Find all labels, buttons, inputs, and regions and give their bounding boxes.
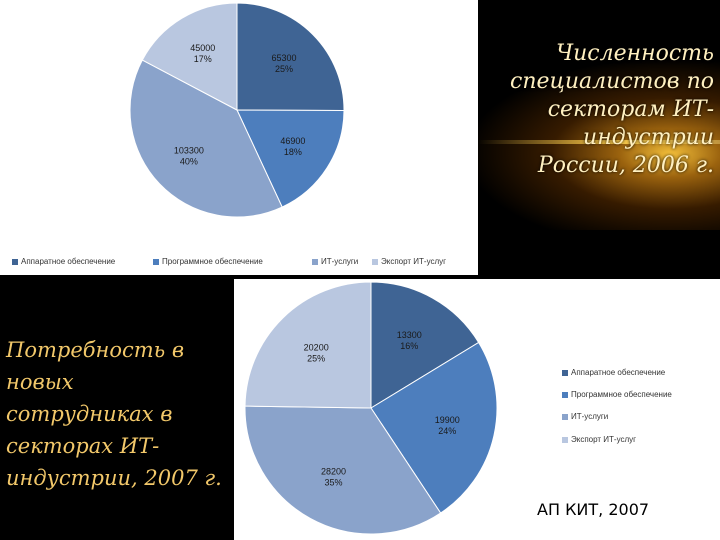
legend-swatch — [312, 258, 318, 265]
slice-percent-label: 25% — [307, 353, 325, 363]
slice-value-label: 13300 — [397, 330, 422, 340]
slice-percent-label: 40% — [180, 157, 198, 167]
chart-panel-2006: 65300 25% 46900 18% 103300 40% 45000 17% Аппара… — [0, 0, 478, 275]
legend-label: ИТ-услуги — [571, 412, 609, 421]
slice-value-label: 46900 — [280, 136, 305, 146]
legend-swatch — [562, 436, 568, 443]
legend-swatch — [562, 413, 568, 420]
legend-item: Аппаратное обеспечение — [562, 368, 665, 377]
pie-slice-it-export — [244, 281, 372, 409]
legend-swatch — [372, 258, 378, 265]
pie-slice-it-services — [244, 405, 442, 535]
legend-item: Экспорт ИТ-услуг — [562, 435, 636, 444]
legend-swatch — [153, 258, 159, 265]
legend-item: Экспорт ИТ-услуг — [372, 257, 446, 266]
slice-value-label: 45000 — [190, 43, 215, 53]
legend-item: ИТ-услуги — [312, 257, 358, 266]
source-label: АП КИТ, 2007 — [537, 500, 650, 519]
pie-slice-hardware — [236, 2, 345, 111]
legend-swatch — [562, 391, 568, 398]
slice-percent-label: 17% — [194, 54, 212, 64]
legend-label: Экспорт ИТ-услуг — [381, 257, 447, 266]
slice-value-label: 19900 — [435, 415, 460, 425]
slice-value-label: 103300 — [174, 146, 204, 156]
background-glow — [470, 60, 720, 230]
legend-label: Экспорт ИТ-услуг — [571, 435, 637, 444]
pie-slice-hardware — [370, 281, 480, 409]
slice-percent-label: 24% — [438, 426, 456, 436]
legend-item: Программное обеспечение — [562, 390, 672, 399]
legend-item: ИТ-услуги — [562, 412, 608, 421]
legend-item: Аппаратное обеспечение — [12, 257, 115, 266]
title-2007: Потребность в новых сотрудниках в сектор… — [6, 338, 222, 490]
legend-label: Аппаратное обеспечение — [21, 257, 116, 266]
slice-value-label: 20200 — [304, 342, 329, 352]
pie-slice-software — [370, 341, 498, 514]
pie-slice-software — [236, 109, 345, 208]
legend-label: Аппаратное обеспечение — [571, 368, 666, 377]
slice-percent-label: 35% — [325, 478, 343, 488]
legend-swatch — [562, 369, 568, 376]
slice-value-label: 65300 — [271, 53, 296, 63]
background-streak — [478, 140, 720, 144]
slice-percent-label: 16% — [400, 341, 418, 351]
slice-value-label: 28200 — [321, 467, 346, 477]
pie-slice-it-services — [129, 59, 283, 218]
slice-percent-label: 18% — [284, 147, 302, 157]
slice-percent-label: 25% — [275, 64, 293, 74]
title-2006: Численность специалистов по секторам ИТ-… — [510, 41, 714, 178]
pie-slice-it-export — [141, 2, 238, 111]
legend-swatch — [12, 258, 18, 265]
legend-label: ИТ-услуги — [321, 257, 359, 266]
legend-label: Программное обеспечение — [162, 257, 263, 266]
chart-panel-2007: 13300 16% 19900 24% 28200 35% 20200 25% Аппарат… — [234, 279, 720, 540]
legend-item: Программное обеспечение — [153, 257, 263, 266]
legend-label: Программное обеспечение — [571, 390, 672, 399]
